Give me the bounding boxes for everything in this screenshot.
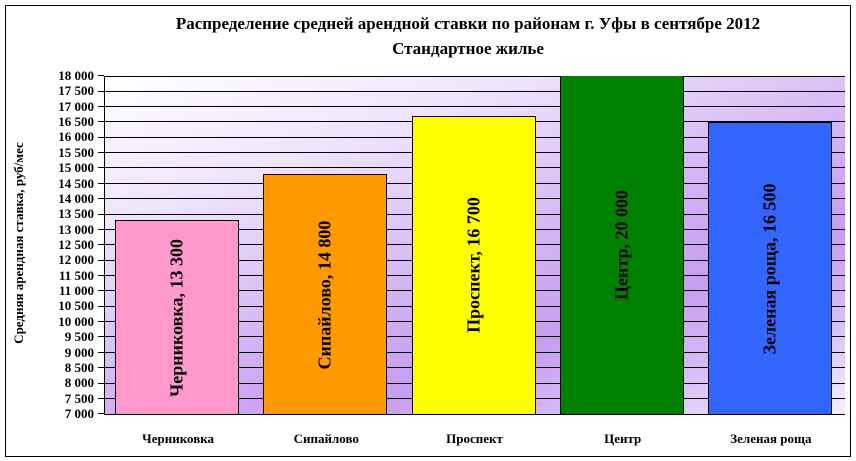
y-tick-label: 8 500 xyxy=(64,359,94,375)
y-tick-label: 7 500 xyxy=(64,390,94,406)
y-tick-mark xyxy=(98,274,104,276)
y-tick-label: 7 000 xyxy=(64,406,94,421)
y-tick-mark xyxy=(98,213,104,215)
y-tick-mark xyxy=(98,305,104,307)
gridline xyxy=(104,90,845,92)
y-tick-label: 18 000 xyxy=(58,68,94,83)
y-tick-mark xyxy=(98,351,104,353)
bar-data-label: Центр, 20 000 xyxy=(611,189,632,300)
y-tick-mark xyxy=(98,198,104,200)
y-tick-label: 11 000 xyxy=(58,283,94,299)
bar-3: Проспект, 16 700 xyxy=(411,115,536,414)
y-tick-label: 17 000 xyxy=(58,98,94,114)
plot-area: Черниковка, 13 300 Сипайлово, 14 800 Просп… xyxy=(104,76,845,414)
y-tick-label: 9 500 xyxy=(64,329,94,345)
gridline xyxy=(104,105,845,107)
bar-data-label: Зеленая роща, 16 500 xyxy=(759,183,780,354)
y-tick-mark xyxy=(98,413,104,415)
y-tick-label: 12 000 xyxy=(58,252,94,268)
chart-subtitle: Стандартное жилье xyxy=(392,39,544,58)
bar-1: Черниковка, 13 300 xyxy=(115,220,240,414)
y-tick-label: 13 500 xyxy=(58,206,94,222)
y-tick-mark xyxy=(98,121,104,123)
y-axis-line xyxy=(104,76,105,414)
y-tick-label: 16 000 xyxy=(58,129,94,145)
y-tick-label: 14 500 xyxy=(58,175,94,191)
y-tick-mark xyxy=(98,90,104,92)
y-tick-label: 9 000 xyxy=(64,344,94,360)
y-tick-mark xyxy=(98,105,104,107)
bar-4: Центр, 20 000 xyxy=(559,76,684,414)
y-tick-label: 15 000 xyxy=(58,160,94,176)
y-tick-mark xyxy=(98,182,104,184)
gridline xyxy=(104,76,845,77)
y-tick-mark xyxy=(98,167,104,169)
bar-data-label: Сипайлово, 14 800 xyxy=(314,220,335,370)
y-tick-mark xyxy=(98,336,104,338)
y-tick-mark xyxy=(98,321,104,323)
bar-data-label: Черниковка, 13 300 xyxy=(166,238,187,397)
y-tick-mark xyxy=(98,397,104,399)
x-category-label: Проспект xyxy=(446,431,503,446)
y-tick-label: 16 500 xyxy=(58,114,94,130)
y-tick-label: 17 500 xyxy=(58,83,94,99)
y-tick-label: 14 000 xyxy=(58,190,94,206)
x-category-label: Центр xyxy=(604,431,642,446)
x-category-label: Сипайлово xyxy=(293,431,359,446)
y-tick-mark xyxy=(98,136,104,138)
y-tick-mark xyxy=(98,228,104,230)
y-tick-mark xyxy=(98,382,104,384)
y-tick-mark xyxy=(98,152,104,154)
y-tick-mark xyxy=(98,290,104,292)
y-tick-mark xyxy=(98,259,104,261)
y-tick-label: 10 000 xyxy=(58,313,94,329)
bar-5: Зеленая роща, 16 500 xyxy=(707,122,832,414)
x-category-label: Зеленая роща xyxy=(730,431,812,446)
y-tick-label: 15 500 xyxy=(58,144,94,160)
bar-2: Сипайлово, 14 800 xyxy=(263,174,388,414)
y-tick-mark xyxy=(98,75,104,77)
y-tick-label: 10 500 xyxy=(58,298,94,314)
y-tick-mark xyxy=(98,367,104,369)
chart-title: Распределение средней арендной ставки по… xyxy=(175,14,761,33)
y-tick-label: 8 000 xyxy=(64,375,94,391)
y-tick-label: 12 500 xyxy=(58,237,94,252)
y-tick-label: 11 500 xyxy=(58,267,94,283)
y-tick-label: 13 000 xyxy=(58,221,94,237)
bar-data-label: Проспект, 16 700 xyxy=(463,197,483,334)
x-category-label: Черниковка xyxy=(142,431,215,446)
y-tick-mark xyxy=(98,244,104,246)
x-axis-line xyxy=(104,414,845,415)
